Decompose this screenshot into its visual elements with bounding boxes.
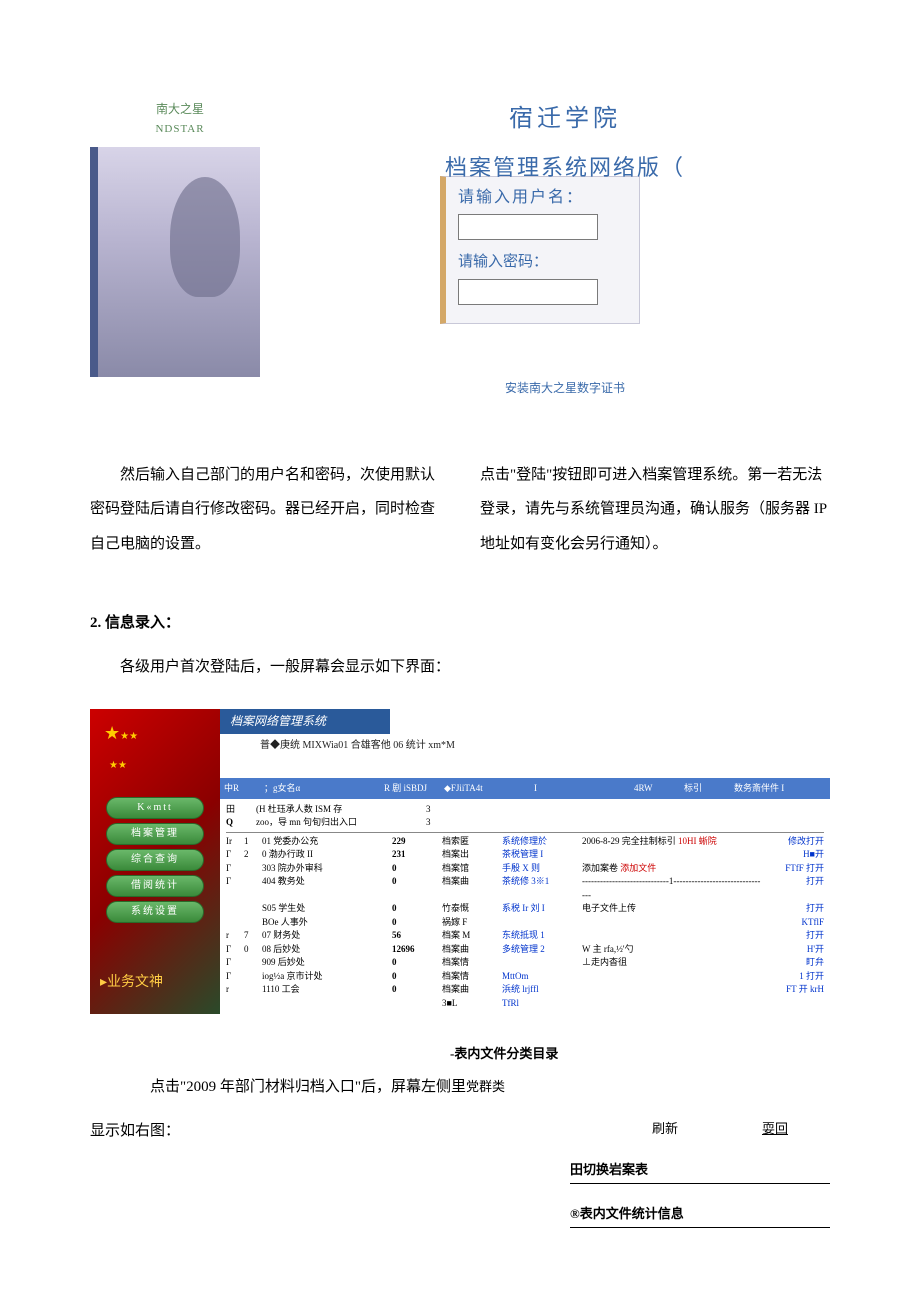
table-row: r1110 工会0档案曲浜统 lrjffl FT 开 krH <box>226 983 824 997</box>
login-right: 宿迁学院 档案管理系统网络版（ 请输入用户名： 请输入密码： 安装南大之星数字证… <box>300 100 830 398</box>
intro-text: 然后输入自己部门的用户名和密码，次使用默认密码登陆后请自行修改密码。器已经开启，… <box>90 458 830 562</box>
title-main: 宿迁学院 <box>300 100 830 138</box>
app-sidebar: ★★★ ★★ K«mtt 档案管理 综合查询 借阅统计 系统设置 ▸业务文神 <box>90 709 220 1014</box>
table-row: Γ909 后妙处0档案情⊥走内杳徂 盯弁 <box>226 956 824 970</box>
right-panel: 刷新 耍回 田切换岩案表 ®表内文件统计信息 <box>570 1119 830 1247</box>
app-screenshot: ★★★ ★★ K«mtt 档案管理 综合查询 借阅统计 系统设置 ▸业务文神 档… <box>90 709 830 1014</box>
th-1: ；g女名α <box>260 778 380 798</box>
password-input[interactable] <box>458 279 598 305</box>
table-header-row: 中R ；g女名α R 剧 iSBDJ ◆FJiiTA4t I 4RW 标引 数务… <box>220 778 830 798</box>
nav-borrow[interactable]: 借阅统计 <box>106 875 204 897</box>
section2-heading: 2. 信息录入： <box>90 611 830 635</box>
brand-en: NDSTAR <box>90 121 270 139</box>
table-row: Γ404 教务处0档案曲茶统修 3※1---------------------… <box>226 875 824 902</box>
th-2: R 剧 iSBDJ <box>380 778 440 798</box>
th-4: I <box>530 778 630 798</box>
th-5: 4RW <box>630 778 680 798</box>
instruction: 点击"2009 年部门材料归档入口"后，屏幕左侧里党群类 <box>90 1075 830 1099</box>
app-title: 档案网络管理系统 <box>220 709 390 734</box>
login-form: 请输入用户名： 请输入密码： <box>440 176 640 324</box>
switch-table[interactable]: 田切换岩案表 <box>570 1160 830 1184</box>
table-row: Ir101 党委办公充229档索匿系统修理於2006-8-29 完全拄制标引 1… <box>226 835 824 849</box>
nav-archive[interactable]: 档案管理 <box>106 823 204 845</box>
dir-title: -表内文件分类目录 <box>450 1044 830 1065</box>
table-row: BOe 人事外0祸嫁 F KTflF <box>226 916 824 930</box>
stars-icon: ★★★ ★★ <box>96 719 214 777</box>
table-row: 3■LTfRl <box>226 997 824 1011</box>
table-row: Γ20 渤办行政 II231档案出茶税管理 I H■开 <box>226 848 824 862</box>
intro-right: 点击"登陆"按钮即可进入档案管理系统。第一若无法登录，请先与系统管理员沟通，确认… <box>480 458 830 562</box>
refresh-btn[interactable]: 刷新 <box>652 1119 678 1140</box>
nav-query[interactable]: 综合查询 <box>106 849 204 871</box>
app-toolbar: 普◆庚统 MIXWia01 合雄客他 06 统计 xm*M <box>220 734 830 758</box>
th-0: 中R <box>220 778 260 798</box>
app-main: 档案网络管理系统 普◆庚统 MIXWia01 合雄客他 06 统计 xm*M 中… <box>220 709 830 1014</box>
password-label: 请输入密码： <box>458 254 548 270</box>
th-6: 标引 <box>680 778 730 798</box>
table-row: Γ303 院办外审科0档案馆手殷 X 则添加案卷 添加文件FTfF 打开 <box>226 862 824 876</box>
login-section: 南大之星 NDSTAR 宿迁学院 档案管理系统网络版（ 请输入用户名： 请输入密… <box>90 100 830 398</box>
nav-kmtt[interactable]: K«mtt <box>106 797 204 819</box>
username-input[interactable] <box>458 214 598 240</box>
table-row: Γiog½a 京市计处0档案情MttOm 1 打开 <box>226 970 824 984</box>
back-btn[interactable]: 耍回 <box>762 1119 788 1140</box>
stats-info: ®表内文件统计信息 <box>570 1204 830 1228</box>
username-label: 请输入用户名： <box>458 189 584 206</box>
top-row-2: Q zoo，导 mn 句旬归出入口 3 <box>226 816 824 833</box>
nav-settings[interactable]: 系统设置 <box>106 901 204 923</box>
party-type: 党群类 <box>466 1079 505 1094</box>
top-row-1: 田 (H 杜珏承人数 ISM 存 3 <box>226 803 824 817</box>
table-row: S05 学生处0竹泰慨系税 Ir 刘 I电子文件上传 打开 <box>226 902 824 916</box>
table-body: 田 (H 杜珏承人数 ISM 存 3 Q zoo，导 mn 句旬归出入口 3 I… <box>220 799 830 1015</box>
intro-left: 然后输入自己部门的用户名和密码，次使用默认密码登陆后请自行修改密码。器已经开启，… <box>90 458 440 562</box>
th-3: ◆FJiiTA4t <box>440 778 530 798</box>
login-side-image <box>90 147 260 377</box>
cert-link[interactable]: 安装南大之星数字证书 <box>300 379 830 398</box>
th-7: 数务斎伴件 I <box>730 778 830 798</box>
title-sub: 档案管理系统网络版（ <box>300 150 830 185</box>
section2-text: 各级用户首次登陆后，一般屏幕会显示如下界面： <box>90 655 830 679</box>
brand-cn: 南大之星 <box>90 100 270 119</box>
sidebar-footer: ▸业务文神 <box>100 972 163 994</box>
data-table: 中R ；g女名α R 剧 iSBDJ ◆FJiiTA4t I 4RW 标引 数务… <box>220 778 830 798</box>
table-row: r707 财务处56档案 M东统抵现 1 打开 <box>226 929 824 943</box>
login-left: 南大之星 NDSTAR <box>90 100 270 398</box>
table-row: Γ008 后妙处12696档案曲多统管理 2W 主 rfa,½'勺 H'开 <box>226 943 824 957</box>
